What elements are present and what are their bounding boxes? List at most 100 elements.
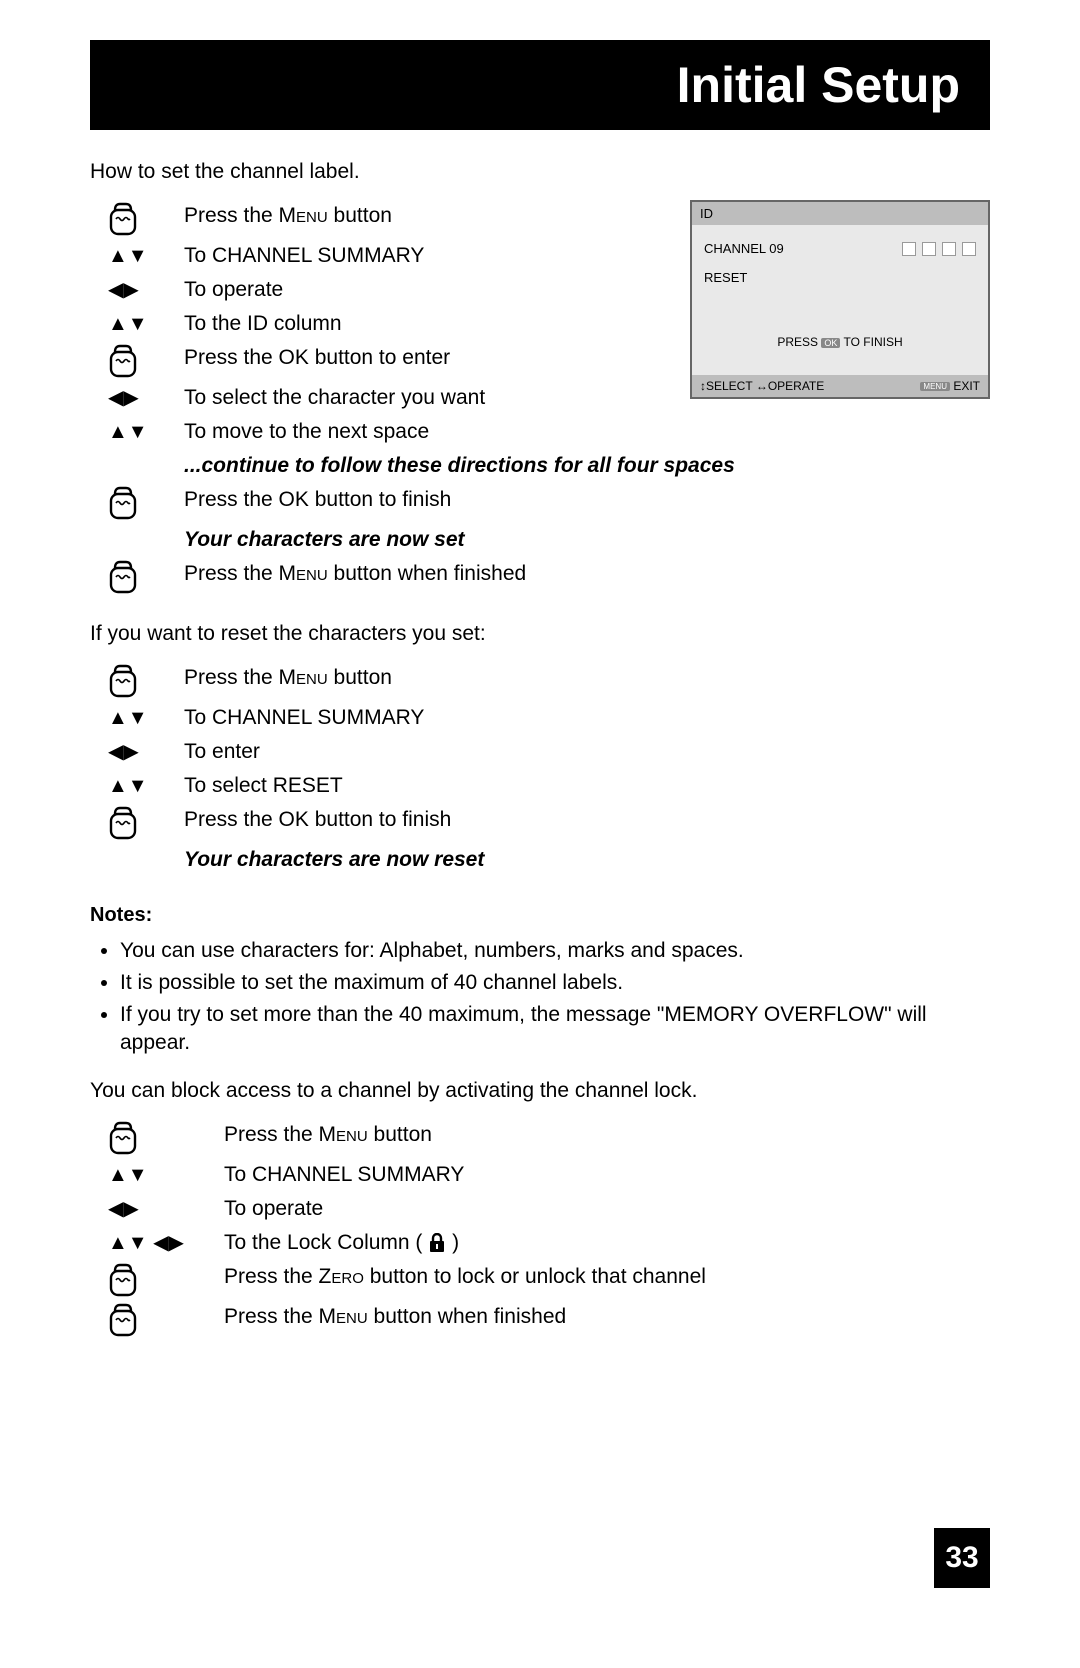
osd-body: CHANNEL 09 RESET PRESS OK TO FINISH (692, 225, 988, 375)
leftright-arrows-icon: ◀▶ (108, 741, 139, 763)
step-text: Your characters are now reset (178, 846, 484, 880)
remote-button-icon (108, 1121, 138, 1155)
step-row: Press the OK button to enter (108, 344, 735, 384)
step-icon-cell: ▲▼ (108, 242, 178, 276)
osd-char-box (922, 242, 936, 256)
button-name: Menu (279, 666, 328, 689)
step-icon-cell (108, 560, 178, 600)
button-name: Menu (319, 1123, 368, 1146)
lock-icon (428, 1233, 446, 1253)
step-italic-note: ...continue to follow these directions f… (184, 454, 735, 477)
step-icon-cell: ◀▶ (108, 276, 178, 310)
step-text: Press the Menu button when finished (218, 1303, 706, 1343)
step-row: ▲▼To the ID column (108, 310, 735, 344)
osd-char-box (942, 242, 956, 256)
section2-steps: Press the Menu button▲▼To CHANNEL SUMMAR… (108, 664, 484, 880)
remote-button-icon (108, 806, 138, 840)
step-row: Press the OK button to finish (108, 806, 484, 846)
step-text: Press the OK button to enter (178, 344, 735, 384)
step-icon-cell (108, 806, 178, 846)
menu-badge: MENU (920, 382, 950, 391)
step-text: Press the OK button to finish (178, 806, 484, 846)
osd-footer-right: MENU EXIT (920, 379, 980, 393)
step-row: ▲▼ To CHANNEL SUMMARY (108, 704, 484, 738)
step-icon-cell (108, 846, 178, 880)
step-text: To the Lock Column ( ) (218, 1229, 706, 1263)
remote-button-icon (108, 560, 138, 594)
step-icon-cell (108, 344, 178, 384)
step-icon-cell: ◀▶ (108, 738, 178, 772)
leftright-arrows-icon: ◀▶ (108, 279, 139, 301)
step-text: To CHANNEL SUMMARY (218, 1161, 706, 1195)
page-header: Initial Setup (90, 40, 990, 130)
section2-intro: If you want to reset the characters you … (90, 622, 990, 646)
step-text: Press the Menu button (218, 1121, 706, 1161)
button-name: Zero (319, 1265, 364, 1288)
button-name: Menu (279, 204, 328, 227)
updown-arrows-icon: ▲▼ (108, 313, 148, 335)
osd-title: ID (692, 202, 988, 225)
step-text: To operate (218, 1195, 706, 1229)
step-row: Your characters are now reset (108, 846, 484, 880)
step-italic-note: Your characters are now set (184, 528, 465, 551)
step-icon-cell (108, 486, 178, 526)
note-item: If you try to set more than the 40 maxim… (120, 1001, 990, 1057)
step-icon-cell: ▲▼ (108, 418, 178, 452)
step-row: Press the Zero button to lock or unlock … (108, 1263, 706, 1303)
step-row: ◀▶To operate (108, 1195, 706, 1229)
step-icon-cell: ▲▼ (108, 704, 178, 738)
step-text: ...continue to follow these directions f… (178, 452, 735, 486)
updown-arrows-icon: ▲▼ (108, 245, 148, 267)
step-text: Press the Menu button when finished (178, 560, 735, 600)
notes-list: You can use characters for: Alphabet, nu… (90, 937, 990, 1057)
step-icon-cell: ▲▼ (108, 1161, 218, 1195)
step-row: ▲▼To move to the next space (108, 418, 735, 452)
osd-char-boxes (902, 242, 976, 256)
step-row: ◀▶To enter (108, 738, 484, 772)
osd-press-suffix: TO FINISH (844, 335, 903, 349)
note-item: It is possible to set the maximum of 40 … (120, 969, 990, 997)
osd-char-box (962, 242, 976, 256)
step-icon-cell (108, 526, 178, 560)
page-title: Initial Setup (677, 56, 960, 114)
osd-press-hint: PRESS OK TO FINISH (704, 335, 976, 349)
step-text: To operate (178, 276, 735, 310)
step-row: ◀▶ To operate (108, 276, 735, 310)
step-row: Your characters are now set (108, 526, 735, 560)
osd-footer-select: SELECT (706, 379, 752, 393)
updown-arrows-icon: ▲▼ (108, 707, 148, 729)
osd-footer: ↕SELECT ↔OPERATE MENU EXIT (692, 375, 988, 397)
osd-panel: ID CHANNEL 09 RESET PRESS OK TO FINISH ↕… (690, 200, 990, 399)
updown-arrows-icon: ▲▼ (108, 421, 148, 443)
step-row: Press the Menu button when finished (108, 1303, 706, 1343)
osd-channel-label: CHANNEL 09 (704, 241, 784, 256)
step-icon-cell (108, 452, 178, 486)
step-text: Your characters are now set (178, 526, 735, 560)
remote-button-icon (108, 344, 138, 378)
button-name: Menu (279, 562, 328, 585)
step-text: To CHANNEL SUMMARY (178, 242, 735, 276)
remote-button-icon (108, 1263, 138, 1297)
step-icon-cell: ▲▼ ◀▶ (108, 1229, 218, 1263)
remote-button-icon (108, 202, 138, 236)
section3-intro: You can block access to a channel by act… (90, 1079, 990, 1103)
step-text: Press the OK button to finish (178, 486, 735, 526)
ok-badge: OK (821, 338, 840, 348)
step-icon-cell (108, 1121, 218, 1161)
step-text: To select RESET (178, 772, 484, 806)
step-row: Press the Menu button (108, 1121, 706, 1161)
step-row: ▲▼ To CHANNEL SUMMARY (108, 1161, 706, 1195)
updown-arrows-icon: ▲▼ (108, 775, 148, 797)
osd-press-prefix: PRESS (777, 335, 818, 349)
osd-footer-left: ↕SELECT ↔OPERATE (700, 379, 824, 393)
step-row: ▲▼ To CHANNEL SUMMARY (108, 242, 735, 276)
section1-steps: Press the Menu button ▲▼ To CHANNEL SUMMAR… (108, 202, 735, 600)
step-text: To CHANNEL SUMMARY (178, 704, 484, 738)
osd-footer-operate: OPERATE (768, 379, 824, 393)
step-row: Press the Menu button (108, 202, 735, 242)
step-icon-cell: ◀▶ (108, 384, 178, 418)
updown-arrows-icon: ▲▼ (108, 1164, 148, 1186)
step-row: Press the OK button to finish (108, 486, 735, 526)
step-row: ▲▼ ◀▶To the Lock Column ( ) (108, 1229, 706, 1263)
remote-button-icon (108, 486, 138, 520)
